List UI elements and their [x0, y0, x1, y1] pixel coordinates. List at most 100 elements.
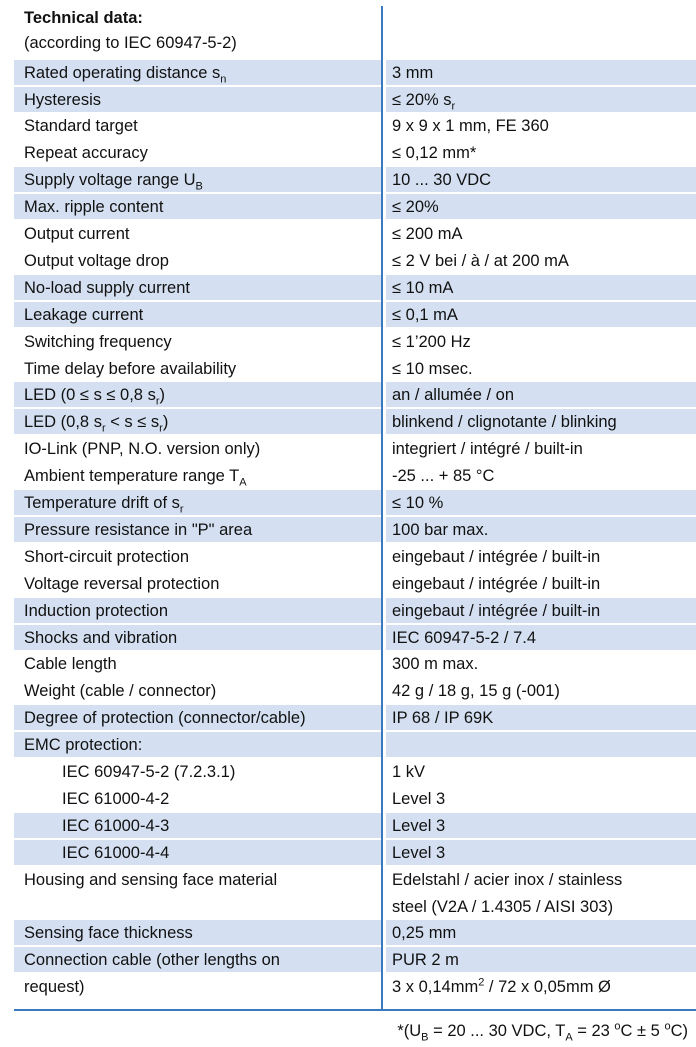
row-label: Shocks and vibration: [24, 628, 177, 648]
row-label: Housing and sensing face material: [24, 870, 277, 890]
footnote: *(UB = 20 ... 30 VDC, TA = 23 oC ± 5 oC): [397, 1020, 688, 1044]
row-shade: [14, 194, 381, 220]
row-label: Output current: [24, 224, 129, 244]
text: Voltage reversal protection: [24, 574, 220, 593]
row-shade: [386, 59, 696, 85]
subscript: A: [239, 476, 247, 489]
text: ≤ 10 mA: [392, 278, 454, 297]
row-label: Voltage reversal protection: [24, 574, 219, 594]
row-value: 3 x 0,14mm2 / 72 x 0,05mm Ø: [392, 977, 611, 997]
text: Switching frequency: [24, 332, 172, 351]
row-value: blinkend / clignotante / blinking: [392, 412, 617, 432]
text: ≤ 200 mA: [392, 225, 463, 243]
row-label: Hysteresis: [24, 90, 101, 110]
row-value: eingebaut / intégrée / built-in: [392, 574, 600, 594]
subtitle: (according to IEC 60947-5-2): [24, 34, 237, 52]
text: Hysteresis: [24, 90, 102, 109]
row-label: No-load supply current: [24, 278, 190, 298]
text: ≤ 10 msec.: [392, 359, 473, 378]
row-value: IEC 60947-5-2 / 7.4: [392, 628, 536, 648]
text: integriert / intégré / built-in: [392, 440, 583, 459]
row-label: Output voltage drop: [24, 251, 169, 271]
row-label: Max. ripple content: [24, 197, 163, 217]
text: IEC 61000-4-4: [62, 843, 170, 862]
row-shade: [386, 86, 696, 112]
bottom-rule: [14, 1009, 696, 1011]
subscript: r: [159, 422, 163, 435]
text: eingebaut / intégrée / built-in: [392, 601, 601, 620]
row-value: eingebaut / intégrée / built-in: [392, 547, 600, 567]
row-shade: [14, 59, 381, 85]
text: Short-circuit protection: [24, 547, 190, 566]
row-shade: [14, 920, 381, 946]
row-label: Temperature drift of sr: [24, 493, 184, 515]
text: PUR 2 m: [392, 951, 459, 970]
text: Degree of protection (connector/cable): [24, 709, 306, 728]
row-label: Switching frequency: [24, 332, 172, 352]
text: Housing and sensing face material: [24, 870, 278, 889]
text: Level 3: [392, 816, 446, 835]
row-value: -25 ... + 85 °C: [392, 466, 494, 486]
subscript: A: [565, 1031, 573, 1044]
text: ≤ 20% s: [392, 90, 452, 109]
text: Edelstahl / acier inox / stainless: [392, 870, 623, 889]
text: Supply voltage range U: [24, 171, 196, 190]
text: ≤ 10 %: [392, 494, 444, 512]
text: eingebaut / intégrée / built-in: [392, 547, 601, 566]
row-shade: [14, 947, 381, 973]
row-shade: [386, 274, 696, 300]
row-label: Pressure resistance in "P" area: [24, 520, 252, 540]
row-value: Level 3: [392, 789, 445, 809]
text: Rated operating distance s: [24, 63, 221, 82]
row-label: Short-circuit protection: [24, 547, 189, 567]
text: IEC 61000-4-2: [62, 789, 170, 808]
row-shade: [386, 624, 696, 650]
text: ≤ 1’200 Hz: [392, 332, 471, 351]
text: C): [670, 1022, 688, 1040]
row-value: 9 x 9 x 1 mm, FE 360: [392, 116, 549, 136]
row-label: Standard target: [24, 116, 138, 136]
row-label: LED (0,8 sr < s ≤ sr): [24, 412, 168, 435]
row-shade: [14, 301, 381, 327]
row-shade: [14, 705, 381, 731]
row-shade: [14, 839, 381, 865]
text: 0,25 mm: [392, 924, 457, 943]
text: Max. ripple content: [24, 198, 164, 217]
text: / 72 x 0,05mm Ø: [484, 978, 611, 997]
row-value: 300 m max.: [392, 654, 478, 674]
row-shade: [14, 812, 381, 838]
row-value: ≤ 2 V bei / à / at 200 mA: [392, 251, 569, 271]
subscript: n: [220, 72, 227, 85]
text: Cable length: [24, 655, 117, 674]
row-label: Repeat accuracy: [24, 143, 148, 163]
text: an / allumée / on: [392, 386, 514, 405]
text: 300 m max.: [392, 655, 479, 674]
text: Sensing face thickness: [24, 924, 193, 943]
text: ≤ 20%: [392, 198, 439, 217]
supscript: o: [664, 1020, 671, 1033]
row-shade: [386, 409, 696, 435]
row-value: 0,25 mm: [392, 923, 456, 943]
row-value: ≤ 10 mA: [392, 278, 453, 298]
row-shade: [386, 301, 696, 327]
subscript: r: [451, 99, 456, 112]
subscript: r: [155, 395, 160, 408]
text: Connection cable (other lengths on: [24, 951, 280, 970]
row-label: Ambient temperature range TA: [24, 466, 247, 489]
row-shade: [14, 409, 381, 435]
row-shade: [386, 839, 696, 865]
row-shade: [386, 167, 696, 193]
row-label: Leakage current: [24, 305, 143, 325]
text: Pressure resistance in "P" area: [24, 520, 253, 539]
row-value: ≤ 1’200 Hz: [392, 332, 471, 352]
supscript: o: [614, 1020, 621, 1033]
subscript: B: [421, 1031, 429, 1044]
row-value: an / allumée / on: [392, 385, 514, 405]
text: 3 x 0,14mm: [392, 978, 479, 997]
text: ≤ 2 V bei / à / at 200 mA: [392, 251, 569, 270]
text: LED (0,8 s: [24, 413, 102, 432]
row-value: ≤ 20% sr: [392, 90, 456, 112]
text: = 20 ... 30 VDC, T: [428, 1022, 566, 1040]
row-value: ≤ 10 msec.: [392, 359, 473, 379]
row-shade: [386, 947, 696, 973]
